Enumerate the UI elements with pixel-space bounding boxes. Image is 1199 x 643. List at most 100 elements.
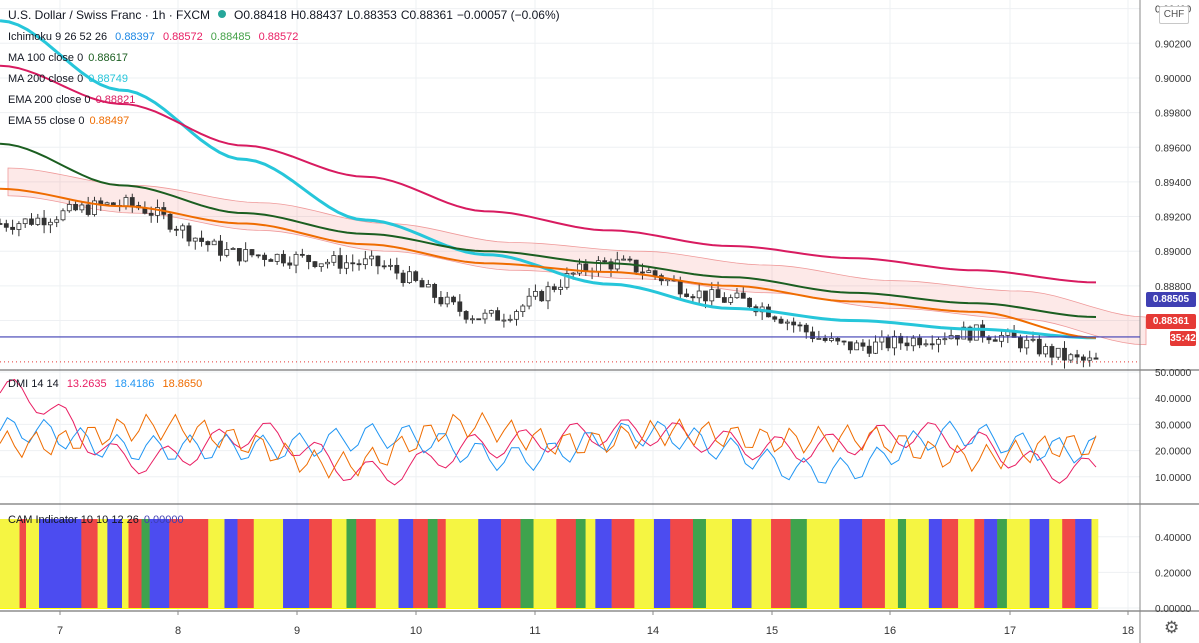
cam-bars [0,519,1099,609]
legend-ema55-label: EMA 55 close 0 [8,115,85,127]
candle-body [784,321,790,324]
cam-bar-run [634,519,655,608]
candle-body [337,255,343,269]
candle-body [608,261,614,270]
candle-body [564,273,570,288]
candle-body [3,223,9,228]
legend-cam[interactable]: CAM Indicator 10 10 12 26 0.00000 [8,514,184,526]
candle-body [602,260,608,263]
legend-ichimoku[interactable]: Ichimoku 9 26 52 26 0.88397 0.88572 0.88… [8,31,298,43]
candle-body [1093,357,1099,360]
legend-ichimoku-v4: 0.88572 [258,31,299,43]
legend-ma200-value: 0.88749 [88,73,128,85]
candle-body [533,291,538,297]
cam-bar-run [224,519,238,608]
cam-bar-run [1062,519,1076,608]
cam-bar-run [331,519,347,608]
price-tick-label: 0.90000 [1155,74,1192,85]
cam-bar-run [445,519,479,608]
candle-body [797,324,803,327]
price-tick-label: 0.89600 [1155,143,1192,154]
candle-body [249,249,255,256]
legend-ma100[interactable]: MA 100 close 0 0.88617 [8,52,128,64]
ichimoku-cloud [7,167,1147,346]
cam-bar-run [128,519,142,608]
symbol-title[interactable]: U.S. Dollar / Swiss Franc · 1h · FXCM [8,8,211,22]
candle-body [923,343,929,346]
cam-bar-run [141,519,150,608]
candle-body [230,248,236,250]
candle-body [419,280,425,288]
candle-body [60,210,66,221]
dmi-tick-label: 30.0000 [1155,420,1192,431]
gear-icon[interactable]: ⚙ [1164,618,1180,637]
candle-body [526,295,532,307]
ohlc-change: −0.00057 (−0.06%) [456,8,560,22]
candle-body [0,223,3,225]
candle-body [432,284,438,298]
candle-body [293,253,299,266]
cam-tick-label: 0.40000 [1155,533,1192,544]
legend-dmi-label: DMI 14 14 [8,378,59,390]
candle-body [917,337,923,346]
legend-ema200-value: 0.88821 [95,94,136,106]
candle-body [299,253,305,256]
price-tick-label: 0.89400 [1155,178,1192,189]
ohlc-values: O0.88418 H0.88437 L0.88353 C0.88361 −0.00057… [234,8,564,22]
candle-body [1081,356,1086,361]
candle-body [999,335,1004,342]
last-price-badge: 0.88361 [1146,314,1196,329]
candle-body [281,253,286,264]
legend-dmi-v2: 18.4186 [114,378,155,390]
candle-body [1043,346,1049,355]
legend-dmi-v3: 18.8650 [162,378,203,390]
cam-bar-run [309,519,333,608]
candle-body [394,264,400,274]
candle-body [545,286,551,302]
candle-body [803,324,809,333]
candle-body [1062,347,1067,361]
cam-bar-run [283,519,310,608]
candle-body [898,335,904,344]
ohlc-low: L0.88353 [346,8,397,22]
candle-body [400,272,406,284]
time-tick-label: 8 [175,625,181,637]
candle-body [73,204,78,211]
cam-bar-run [19,519,27,608]
ma-line-ema-55-close-0 [0,187,1097,339]
candle-body [255,254,261,257]
candle-body [444,296,450,305]
candle-body [696,290,702,299]
legend-dmi[interactable]: DMI 14 14 13.2635 18.4186 18.8650 [8,378,202,390]
dmi-line-0 [0,378,1097,486]
level-price-badge: 0.88505 [1146,292,1196,307]
candle-body [740,292,746,299]
candle-body [463,311,469,320]
candle-body [973,324,979,341]
cam-bar-run [97,519,108,608]
legend-ma200[interactable]: MA 200 close 0 0.88749 [8,73,128,85]
cam-bar-run [1029,519,1050,608]
candle-body [910,337,916,347]
candle-body [854,342,860,351]
candle-body [243,249,249,262]
candle-body [967,326,973,341]
candle-body [703,290,708,302]
legend-dmi-v1: 13.2635 [66,378,107,390]
cam-bar-run [984,519,998,608]
candle-body [577,263,582,274]
legend-ma100-label: MA 100 close 0 [8,52,84,64]
candle-body [173,228,179,231]
candle-body [451,296,456,303]
legend-ema55[interactable]: EMA 55 close 0 0.88497 [8,115,129,127]
candle-body [66,204,72,212]
candle-body [236,248,242,262]
candle-body [199,237,204,242]
candle-body [218,240,223,256]
currency-button[interactable]: CHF [1159,6,1189,24]
candle-body [306,254,312,263]
legend-ema200[interactable]: EMA 200 close 0 0.88821 [8,94,135,106]
candle-body [41,217,47,226]
cam-bar-run [585,519,596,608]
